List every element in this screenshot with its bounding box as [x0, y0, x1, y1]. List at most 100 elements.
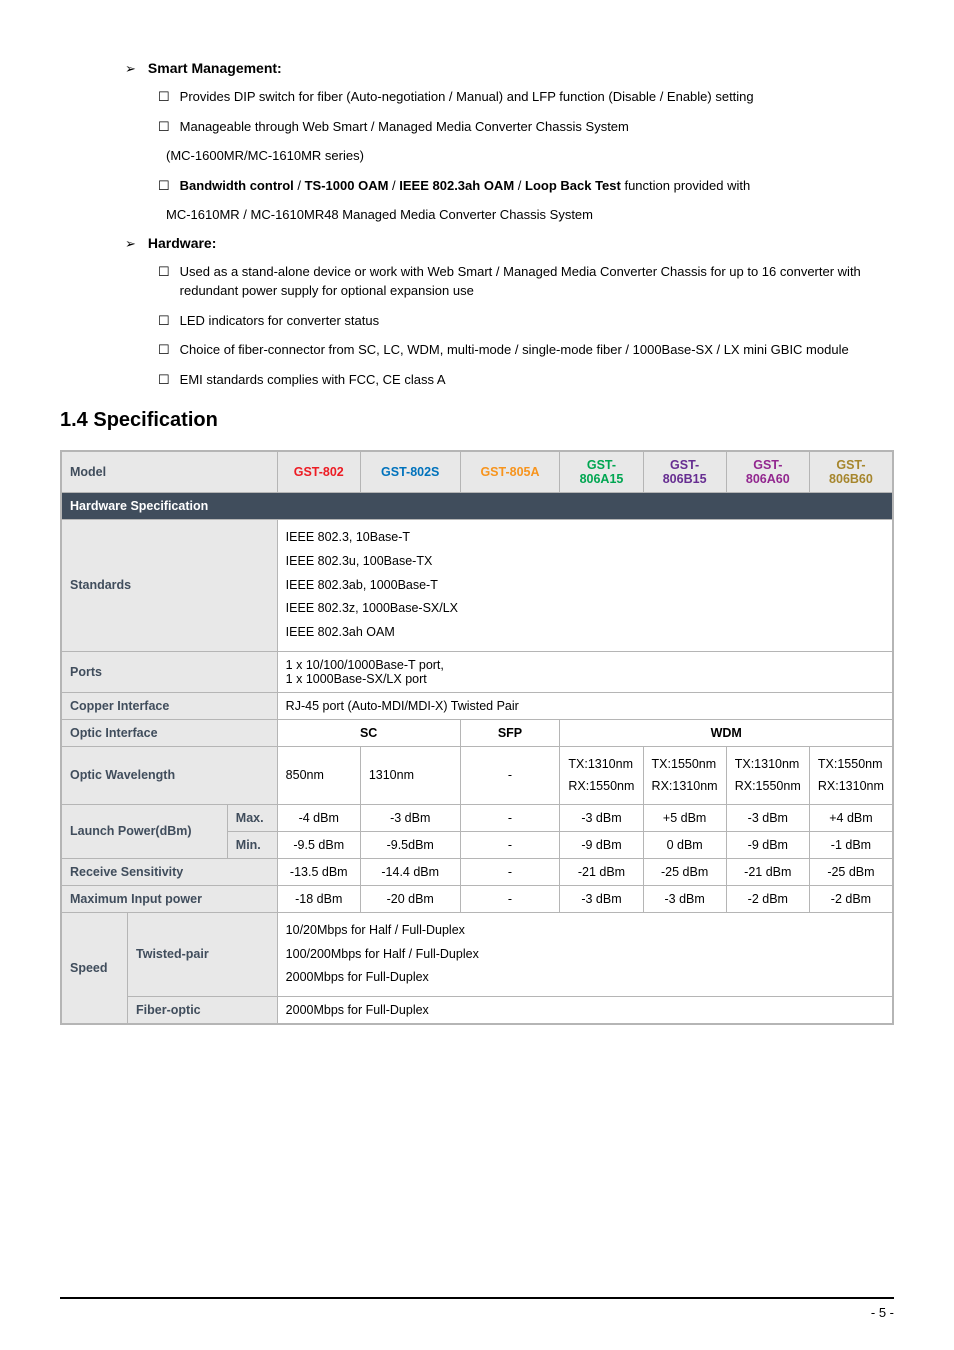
table-row: Maximum Input power -18 dBm -20 dBm - -3… [61, 885, 893, 912]
bullet-text: Choice of fiber-connector from SC, LC, W… [180, 340, 894, 360]
table-row: Optic Wavelength 850nm 1310nm - TX:1310n… [61, 746, 893, 804]
cell: -14.4 dBm [360, 858, 460, 885]
cell: 0 dBm [643, 831, 726, 858]
sub-label: Min. [227, 831, 277, 858]
table-row: Receive Sensitivity -13.5 dBm -14.4 dBm … [61, 858, 893, 885]
footer-rule [60, 1297, 894, 1299]
cell: -21 dBm [560, 858, 643, 885]
cell: TX:1310nm RX:1550nm [560, 746, 643, 804]
table-row: Copper Interface RJ-45 port (Auto-MDI/MD… [61, 692, 893, 719]
table-row: Model GST-802 GST-802S GST-805A GST-806A… [61, 451, 893, 493]
bullet-text: EMI standards complies with FCC, CE clas… [180, 370, 894, 390]
row-label: Optic Interface [61, 719, 277, 746]
indent-text: MC-1610MR / MC-1610MR48 Managed Media Co… [166, 205, 894, 225]
indent-text: (MC-1600MR/MC-1610MR series) [166, 146, 894, 166]
bullet-item: ☐ EMI standards complies with FCC, CE cl… [158, 370, 894, 390]
specification-heading: 1.4 Specification [60, 409, 894, 432]
specification-table: Model GST-802 GST-802S GST-805A GST-806A… [60, 450, 894, 1025]
cell: TX:1550nm RX:1310nm [643, 746, 726, 804]
box-icon: ☐ [158, 340, 170, 360]
bullet-text: Provides DIP switch for fiber (Auto-nego… [180, 87, 894, 107]
box-icon: ☐ [158, 262, 170, 282]
row-label: Launch Power(dBm) [61, 804, 227, 858]
smart-management-section: ➢ Smart Management: ☐ Provides DIP switc… [140, 60, 894, 225]
bullet-item: ☐ Used as a stand-alone device or work w… [158, 262, 894, 301]
section-header-cell: Hardware Specification [61, 493, 893, 520]
bullet-text: LED indicators for converter status [180, 311, 894, 331]
cell: -2 dBm [809, 885, 893, 912]
bold-term: Loop Back Test [525, 178, 621, 193]
cell: -13.5 dBm [277, 858, 360, 885]
document-page: ➢ Smart Management: ☐ Provides DIP switc… [0, 0, 954, 1350]
box-icon: ☐ [158, 117, 170, 137]
model-label: Model [61, 451, 277, 493]
sep: / [388, 178, 399, 193]
bullet-text: Bandwidth control / TS-1000 OAM / IEEE 8… [180, 176, 894, 196]
cell: SC [277, 719, 460, 746]
cell: -3 dBm [560, 885, 643, 912]
box-icon: ☐ [158, 370, 170, 390]
bullet-item: ☐ Provides DIP switch for fiber (Auto-ne… [158, 87, 894, 107]
bold-term: Bandwidth control [180, 178, 294, 193]
page-footer: - 5 - [60, 1297, 894, 1320]
cell: - [460, 885, 560, 912]
tail: function provided with [621, 178, 750, 193]
bullet-text: Used as a stand-alone device or work wit… [180, 262, 894, 301]
cell: TX:1550nm RX:1310nm [809, 746, 893, 804]
cell: -25 dBm [643, 858, 726, 885]
model-col: GST-806B60 [809, 451, 893, 493]
cell: -2 dBm [726, 885, 809, 912]
cell: -9.5 dBm [277, 831, 360, 858]
row-label: Receive Sensitivity [61, 858, 277, 885]
table-row: Fiber-optic 2000Mbps for Full-Duplex [61, 997, 893, 1025]
section-header: ➢ Hardware: [125, 235, 894, 252]
row-label: Copper Interface [61, 692, 277, 719]
cell: +4 dBm [809, 804, 893, 831]
row-label: Ports [61, 651, 277, 692]
cell: -20 dBm [360, 885, 460, 912]
arrow-icon: ➢ [125, 61, 136, 77]
cell: -3 dBm [560, 804, 643, 831]
bold-term: IEEE 802.3ah OAM [399, 178, 514, 193]
cell: -1 dBm [809, 831, 893, 858]
section-title: Hardware: [148, 235, 216, 251]
cell: -9.5dBm [360, 831, 460, 858]
cell: -18 dBm [277, 885, 360, 912]
bullet-item: ☐ Manageable through Web Smart / Managed… [158, 117, 894, 137]
table-row: Optic Interface SC SFP WDM [61, 719, 893, 746]
bullet-item: ☐ LED indicators for converter status [158, 311, 894, 331]
row-value: IEEE 802.3, 10Base-T IEEE 802.3u, 100Bas… [277, 520, 893, 652]
section-header: ➢ Smart Management: [125, 60, 894, 77]
cell: -4 dBm [277, 804, 360, 831]
arrow-icon: ➢ [125, 236, 136, 252]
table-row: Launch Power(dBm) Max. -4 dBm -3 dBm - -… [61, 804, 893, 831]
box-icon: ☐ [158, 311, 170, 331]
cell: TX:1310nm RX:1550nm [726, 746, 809, 804]
box-icon: ☐ [158, 87, 170, 107]
bold-term: TS-1000 OAM [305, 178, 389, 193]
row-label: Standards [61, 520, 277, 652]
cell: -9 dBm [726, 831, 809, 858]
row-label: Speed [61, 912, 128, 1024]
row-label: Maximum Input power [61, 885, 277, 912]
cell: 1310nm [360, 746, 460, 804]
sep: / [294, 178, 305, 193]
model-col: GST-802 [277, 451, 360, 493]
row-label: Optic Wavelength [61, 746, 277, 804]
cell: -21 dBm [726, 858, 809, 885]
section-title: Smart Management: [148, 60, 282, 76]
hardware-section: ➢ Hardware: ☐ Used as a stand-alone devi… [140, 235, 894, 390]
page-number: - 5 - [60, 1305, 894, 1320]
sub-label: Fiber-optic [128, 997, 278, 1025]
bullet-text: Manageable through Web Smart / Managed M… [180, 117, 894, 137]
cell: -3 dBm [726, 804, 809, 831]
cell: - [460, 831, 560, 858]
cell: -9 dBm [560, 831, 643, 858]
cell: -25 dBm [809, 858, 893, 885]
cell: -3 dBm [360, 804, 460, 831]
sub-label: Max. [227, 804, 277, 831]
sub-label: Twisted-pair [128, 912, 278, 996]
model-col: GST-805A [460, 451, 560, 493]
cell: 850nm [277, 746, 360, 804]
bullet-item: ☐ Choice of fiber-connector from SC, LC,… [158, 340, 894, 360]
